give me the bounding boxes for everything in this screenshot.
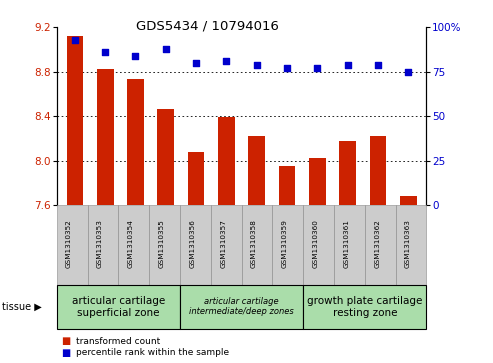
Bar (279, 166, 295, 205)
Text: ■: ■ (62, 348, 71, 358)
Text: GSM1310352: GSM1310352 (66, 219, 72, 268)
Point (71, 37, 79, 42)
Point (314, 65, 321, 71)
Point (192, 60, 200, 66)
Bar (370, 136, 387, 205)
Text: transformed count: transformed count (76, 337, 161, 346)
Text: GSM1310362: GSM1310362 (374, 219, 380, 268)
Bar (157, 110, 174, 205)
Bar (127, 79, 144, 205)
Point (344, 62, 352, 68)
Text: growth plate cartilage
resting zone: growth plate cartilage resting zone (307, 296, 423, 318)
Point (404, 69, 412, 75)
Text: articular cartilage
superficial zone: articular cartilage superficial zone (71, 296, 165, 318)
Bar (188, 152, 205, 205)
Text: tissue ▶: tissue ▶ (2, 302, 42, 312)
Point (253, 62, 261, 68)
Point (101, 49, 109, 55)
Text: percentile rank within the sample: percentile rank within the sample (76, 348, 230, 357)
Text: ■: ■ (62, 336, 71, 346)
Bar (218, 117, 235, 205)
Bar (97, 69, 113, 205)
Bar (248, 136, 265, 205)
Point (374, 62, 382, 68)
Text: GSM1310354: GSM1310354 (128, 219, 134, 268)
Text: articular cartilage
intermediate/deep zones: articular cartilage intermediate/deep zo… (189, 297, 294, 317)
Point (283, 65, 291, 71)
Text: GSM1310357: GSM1310357 (220, 219, 226, 268)
Text: GSM1310358: GSM1310358 (251, 219, 257, 268)
Text: GSM1310361: GSM1310361 (344, 219, 350, 268)
Bar (400, 196, 417, 205)
Text: GSM1310355: GSM1310355 (159, 219, 165, 268)
Text: GSM1310359: GSM1310359 (282, 219, 288, 268)
Text: GSM1310363: GSM1310363 (405, 219, 411, 268)
Text: GSM1310360: GSM1310360 (313, 219, 318, 268)
Bar (67, 36, 83, 205)
Point (222, 58, 230, 64)
Text: GSM1310353: GSM1310353 (97, 219, 103, 268)
Point (132, 53, 140, 58)
Bar (309, 158, 326, 205)
Point (162, 46, 170, 52)
Bar (339, 140, 356, 205)
Text: GSM1310356: GSM1310356 (189, 219, 195, 268)
Text: GDS5434 / 10794016: GDS5434 / 10794016 (136, 20, 279, 33)
